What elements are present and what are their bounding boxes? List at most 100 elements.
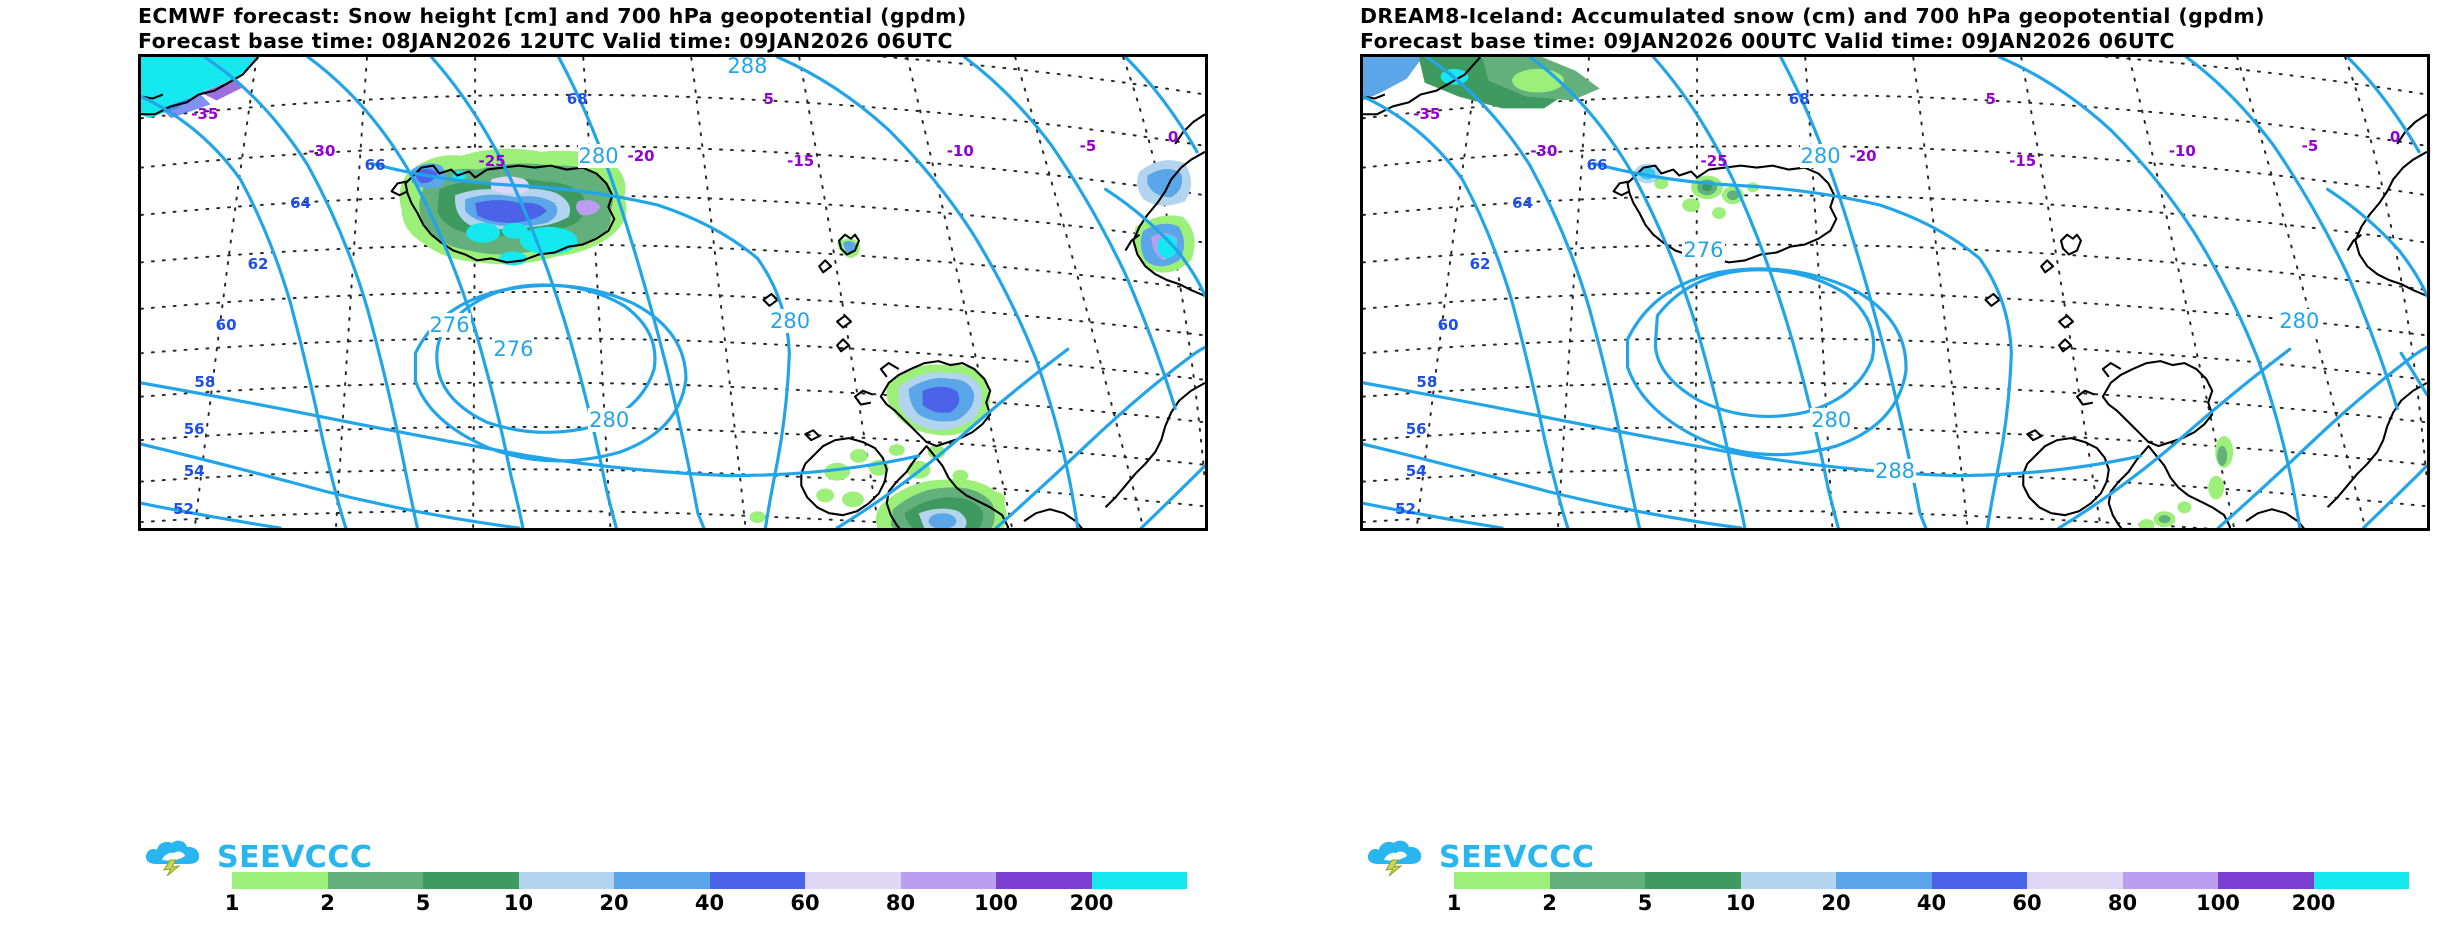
colorbar-swatches-left [232,872,1187,889]
lon-label: -5 [2301,137,2319,156]
colorbar-swatch [805,872,901,889]
colorbar-tick: 100 [2196,891,2240,915]
colorbar-swatch [1740,872,1836,889]
colorbar-swatch [2218,872,2314,889]
lat-label: 58 [194,372,216,391]
colorbar-tick: 40 [1916,891,1947,915]
lon-label: -25 [1700,151,1728,170]
geopotential-contours-ecmwf [141,57,1205,528]
colorbar-tick: 5 [415,891,431,915]
lat-label: 54 [1405,462,1427,481]
colorbar-tick: 20 [599,891,629,915]
seevccc-logo-text: SEEVCCC [1439,839,1595,875]
lat-label: 60 [1437,316,1459,335]
colorbar-swatch [232,872,328,889]
snow-fill-ecmwf [141,57,1195,528]
lon-label: -5 [1079,137,1097,156]
contour-label: 276 [428,313,471,338]
lat-label: 62 [1469,255,1491,274]
colorbar-tick: 100 [974,891,1018,915]
lon-label: -15 [2009,151,2037,170]
colorbar-right: 1 2 5 10 20 40 60 80 100 200 [1447,872,2409,919]
colorbar-swatch [1836,872,1932,889]
contour-label: 288 [726,57,769,79]
lon-label: -30 [1530,142,1558,161]
seevccc-logo-text: SEEVCCC [217,839,373,875]
panel-ecmwf-subtitle: Forecast base time: 08JAN2026 12UTC Vali… [138,29,953,53]
lon-label: -30 [308,142,336,161]
lon-label: 0 [1167,128,1179,147]
graticule-dream8 [1363,57,2427,528]
colorbar-tick: 40 [694,891,725,915]
lon-label: -10 [946,142,974,161]
lon-label: -10 [2168,142,2196,161]
lat-label: 66 [1586,156,1608,175]
colorbar-tick: 80 [885,891,916,915]
lat-label: 62 [247,255,269,274]
colorbar-tick: 5 [1637,891,1653,915]
seevccc-logo-right: SEEVCCC [1364,838,1594,876]
colorbar-swatch [2313,872,2409,889]
colorbar-tick: 10 [503,891,534,915]
map-dream8-inner: -35 -30 -25 -20 -15 -10 -5 0 68 66 64 62… [1363,57,2427,528]
colorbar-tick: 200 [1069,891,1114,915]
lat-label: 56 [183,420,205,439]
colorbar-tick: 10 [1725,891,1756,915]
contour-label: 276 [492,337,535,362]
contour-label: 280 [768,308,812,333]
colorbar-swatch [2122,872,2218,889]
coastline-dream8 [1363,57,2427,528]
panel-ecmwf-title: ECMWF forecast: Snow height [cm] and 700… [138,4,967,28]
contour-label: 276 [1682,238,1725,263]
panel-dream8: DREAM8-Iceland: Accumulated snow (cm) an… [1222,0,2443,925]
colorbar-tick: 80 [2107,891,2138,915]
colorbar-swatch [1454,872,1550,889]
lon-label: -35 [191,104,219,123]
colorbar-tick: 200 [2291,891,2336,915]
seevccc-logo-left: SEEVCCC [142,838,372,876]
map-ecmwf[interactable]: -35 -30 -25 -20 -15 -10 -5 0 68 66 64 62… [138,54,1208,531]
map-ecmwf-inner: -35 -30 -25 -20 -15 -10 -5 0 68 66 64 62… [141,57,1205,528]
lon-label: -25 [478,151,506,170]
colorbar-swatch [327,872,423,889]
colorbar-swatch [2027,872,2123,889]
colorbar-left: 1 2 5 10 20 40 60 80 100 200 [225,872,1187,919]
map-dream8-svg [1363,57,2427,528]
colorbar-tick: 60 [790,891,820,915]
colorbar-ticks-left: 1 2 5 10 20 40 60 80 100 200 [225,891,1187,919]
lat-label: 66 [364,156,386,175]
map-dream8[interactable]: -35 -30 -25 -20 -15 -10 -5 0 68 66 64 62… [1360,54,2430,531]
lat-label: 52 [173,500,194,519]
colorbar-swatch [1645,872,1741,889]
colorbar-swatch [1091,872,1187,889]
lon-label: -20 [627,146,655,165]
colorbar-swatch [996,872,1092,889]
contour-label: 280 [2278,308,2321,333]
cloud-lightning-icon [1367,840,1422,876]
colorbar-swatch [1549,872,1645,889]
colorbar-ticks-right: 1 2 5 10 20 40 60 80 100 200 [1447,891,2409,919]
colorbar-swatch [423,872,519,889]
lon-label: -15 [787,151,815,170]
contour-label: 288 [1873,459,1917,484]
colorbar-tick: 2 [1542,891,1557,915]
lat-label: 60 [215,316,237,335]
panel-ecmwf-titles: ECMWF forecast: Snow height [cm] and 700… [138,4,1208,54]
colorbar-swatch [614,872,710,889]
colorbar-tick: 60 [2012,891,2042,915]
lon-label: 5 [763,90,774,109]
colorbar-tick: 1 [1446,891,1462,915]
lat-label: 54 [183,462,205,481]
colorbar-swatch [518,872,614,889]
contour-label: 280 [1810,407,1853,432]
lon-label: -20 [1849,146,1877,165]
colorbar-tick: 1 [224,891,240,915]
colorbar-tick: 20 [1821,891,1851,915]
panel-dream8-subtitle: Forecast base time: 09JAN2026 00UTC Vali… [1360,29,2175,53]
lat-label: 52 [1395,500,1416,519]
lat-label: 56 [1405,420,1427,439]
colorbar-tick: 2 [320,891,335,915]
colorbar-swatch [1931,872,2027,889]
panel-dream8-titles: DREAM8-Iceland: Accumulated snow (cm) an… [1360,4,2430,54]
